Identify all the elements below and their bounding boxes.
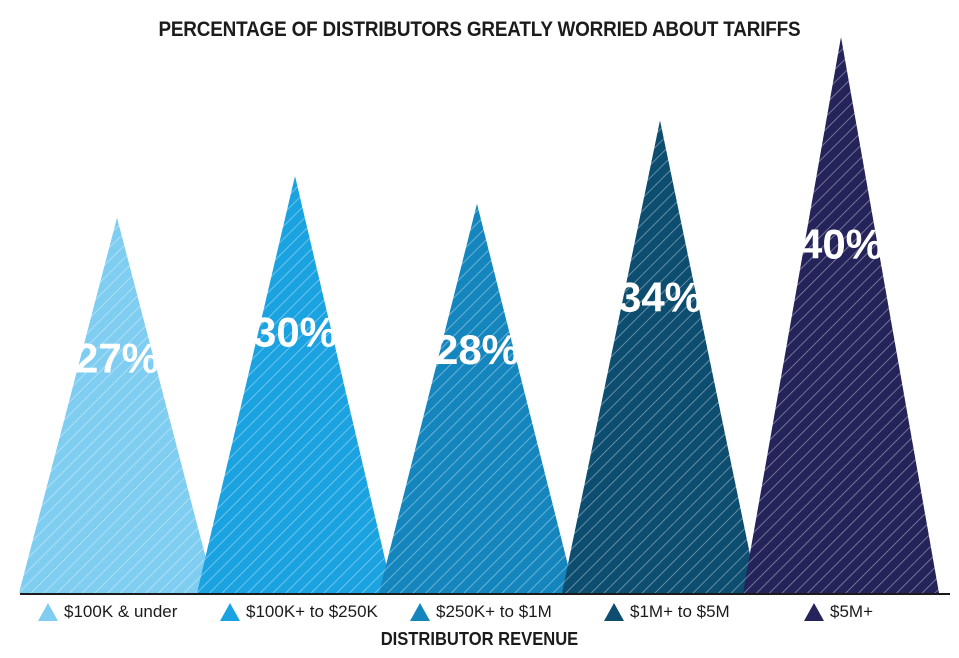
legend-triangle-icon (220, 603, 240, 621)
legend-label: $100K+ to $250K (246, 602, 378, 621)
legend-item-2: $100K+ to $250K (220, 602, 378, 622)
legend-triangle-icon (38, 603, 58, 621)
legend-triangle-icon (604, 603, 624, 621)
legend-label: $1M+ to $5M (630, 602, 730, 621)
bar-triangle-2 (197, 176, 393, 593)
legend-item-5: $5M+ (804, 602, 873, 622)
legend-label: $100K & under (64, 602, 178, 621)
chart-plot: 27% 30% 28% 34% 40% (19, 37, 950, 595)
bar-triangle-4 (562, 120, 758, 594)
value-label-1: 27% (75, 335, 159, 382)
legend-label: $5M+ (830, 602, 873, 621)
x-axis-label: DISTRIBUTOR REVENUE (380, 629, 579, 649)
legend-label: $250K+ to $1M (436, 602, 552, 621)
legend-triangle-icon (410, 603, 430, 621)
value-label-3: 28% (435, 326, 519, 373)
value-label-2: 30% (253, 308, 337, 355)
legend-item-3: $250K+ to $1M (410, 602, 552, 622)
chart-title: PERCENTAGE OF DISTRIBUTORS GREATLY WORRI… (158, 18, 801, 41)
bar-triangle-5 (743, 37, 939, 593)
legend-triangle-icon (804, 603, 824, 621)
value-label-4: 34% (618, 273, 702, 320)
bar-triangle-3 (379, 203, 575, 594)
bar-triangle-1 (19, 217, 215, 593)
legend-item-4: $1M+ to $5M (604, 602, 730, 622)
value-label-5: 40% (799, 221, 883, 268)
legend: $100K & under $100K+ to $250K $250K+ to $1… (0, 600, 959, 628)
legend-item-1: $100K & under (38, 602, 177, 622)
